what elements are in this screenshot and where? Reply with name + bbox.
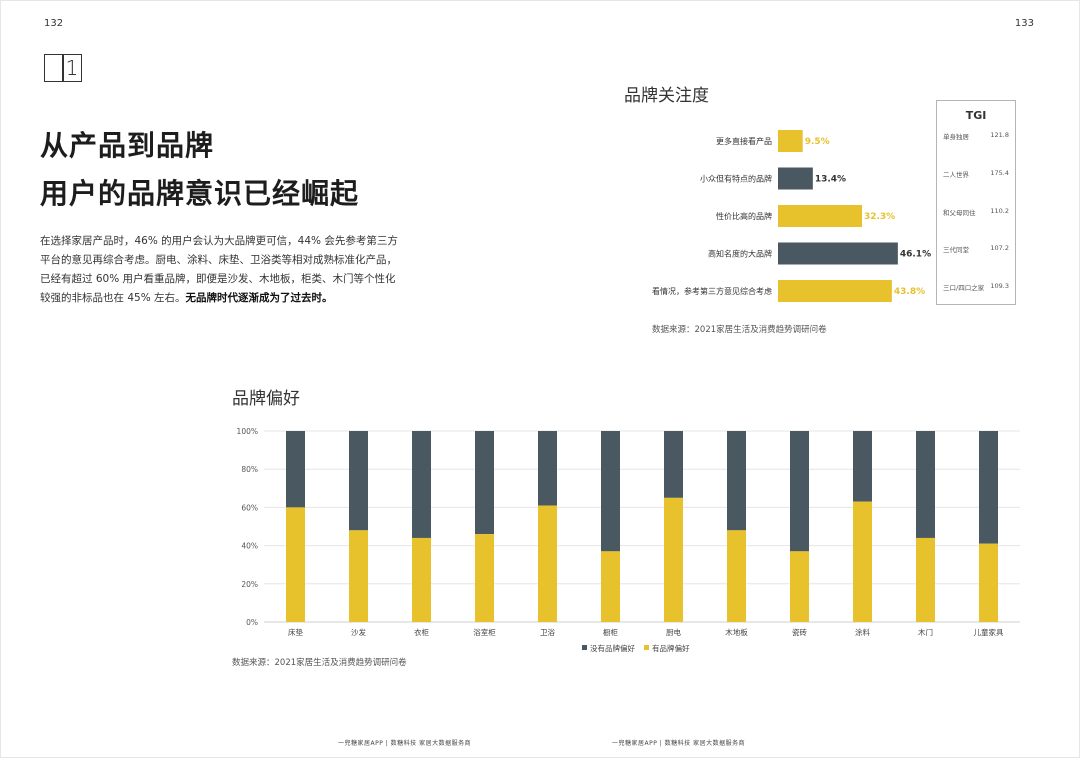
preference-legend-swatch [582, 645, 587, 650]
preference-chart: 0% 20% 40% 60% 80% 100% 床垫 沙发 衣柜 浴室柜 卫浴 橱柜 厨电 木地板 瓷砖 涂料… [237, 427, 1020, 653]
tgi-value: 110.2 [990, 207, 1009, 215]
preference-bar-no-brand [349, 431, 368, 531]
preference-y-tick: 20% [241, 580, 258, 589]
preference-bar-brand [979, 543, 998, 622]
section-mark-box [44, 54, 64, 82]
attention-chart: 更多直接看产品 9.5% 小众但有特点的品牌 13.4% 性价比高的品牌 32.3% 高知名… [652, 130, 931, 302]
preference-bar-no-brand [412, 431, 431, 538]
preference-category-label: 橱柜 [603, 627, 618, 637]
attention-category-label: 看情况，参考第三方意见综合考虑 [652, 286, 772, 296]
tgi-panel: TGI 单身独居 121.8 二人世界 175.4 和父母同住 110.2 三代同堂 1… [936, 100, 1016, 305]
preference-y-tick: 40% [241, 542, 258, 551]
attention-bar [778, 130, 803, 152]
preference-bar-brand [349, 530, 368, 622]
footer-right: 一兜糖家居APP | 数糖科技 家居大数据服务商 [612, 740, 746, 747]
preference-category-label: 床垫 [288, 627, 303, 637]
headline-line-1: 从产品到品牌 [40, 129, 215, 162]
tgi-row: 三代同堂 107.2 [943, 244, 1009, 254]
preference-bar-brand [601, 551, 620, 622]
headline-line-2: 用户的品牌意识已经崛起 [40, 177, 360, 210]
preference-bar-no-brand [790, 431, 809, 552]
preference-bar-brand [475, 534, 494, 622]
attention-bar [778, 242, 898, 265]
tgi-value: 107.2 [990, 244, 1009, 252]
tgi-row: 单身独居 121.8 [943, 131, 1009, 141]
attention-category-label: 更多直接看产品 [716, 136, 772, 146]
preference-bar-brand [286, 507, 305, 622]
preference-category-label: 木门 [918, 627, 933, 637]
preference-category-label: 卫浴 [540, 627, 555, 637]
attention-bar [778, 205, 862, 227]
preference-bar-brand [790, 551, 809, 622]
preference-category-label: 木地板 [725, 627, 748, 637]
preference-bar-no-brand [475, 431, 494, 535]
preference-bar-brand [727, 530, 746, 622]
attention-category-label: 小众但有特点的品牌 [700, 174, 772, 184]
preference-bar-no-brand [916, 431, 935, 538]
preference-bar-no-brand [601, 431, 620, 552]
page-number-left: 132 [44, 18, 64, 29]
intro-paragraph: 在选择家居产品时，46% 的用户会认为大品牌更可信，44% 会先参考第三方平台的… [40, 232, 400, 308]
attention-value-label: 9.5% [805, 137, 830, 147]
preference-bar-brand [853, 501, 872, 622]
intro-text: 在选择家居产品时，46% 的用户会认为大品牌更可信，44% 会先参考第三方平台的… [40, 235, 398, 304]
preference-bar-brand [664, 497, 683, 622]
preference-category-label: 瓷砖 [792, 627, 807, 637]
tgi-row: 三口/四口之家 109.3 [943, 282, 1009, 292]
preference-y-tick: 0% [246, 618, 258, 627]
tgi-row: 和父母同住 110.2 [943, 207, 1009, 217]
preference-y-tick: 60% [241, 503, 258, 512]
tgi-heading: TGI [965, 109, 987, 122]
attention-chart-title: 品牌关注度 [624, 86, 709, 106]
preference-chart-title: 品牌偏好 [232, 389, 300, 409]
preference-bar-brand [916, 537, 935, 622]
preference-bar-brand [538, 505, 557, 622]
preference-chart-source: 数据来源：2021家居生活及消费趋势调研问卷 [232, 658, 407, 668]
tgi-label: 单身独居 [943, 133, 969, 141]
attention-value-label: 32.3% [864, 212, 895, 222]
tgi-value: 121.8 [990, 131, 1009, 139]
preference-bar-no-brand [664, 431, 683, 498]
tgi-label: 和父母同住 [943, 209, 976, 217]
tgi-label: 三代同堂 [943, 246, 969, 254]
preference-category-label: 厨电 [666, 627, 681, 637]
preference-bar-no-brand [286, 431, 305, 508]
section-mark: 1 [44, 54, 82, 84]
preference-category-label: 衣柜 [414, 627, 429, 637]
tgi-value: 175.4 [990, 169, 1009, 177]
preference-bar-brand [412, 537, 431, 622]
tgi-label: 三口/四口之家 [943, 284, 985, 292]
attention-bar [778, 280, 892, 302]
preference-bar-no-brand [727, 431, 746, 531]
preference-bar-no-brand [853, 431, 872, 502]
tgi-value: 109.3 [990, 282, 1009, 290]
preference-bar-no-brand [979, 431, 998, 544]
attention-category-label: 高知名度的大品牌 [708, 249, 772, 259]
preference-legend-label: 有品牌偏好 [652, 643, 690, 653]
tgi-label: 二人世界 [943, 171, 969, 179]
preference-category-label: 涂料 [855, 627, 870, 637]
preference-category-label: 浴室柜 [473, 627, 496, 637]
preference-bar-no-brand [538, 431, 557, 506]
preference-legend-label: 没有品牌偏好 [590, 643, 635, 653]
preference-y-tick: 80% [241, 465, 258, 474]
attention-value-label: 43.8% [894, 287, 925, 297]
footer-left: 一兜糖家居APP | 数糖科技 家居大数据服务商 [338, 740, 472, 747]
preference-y-tick: 100% [237, 427, 258, 436]
attention-bar [778, 167, 813, 190]
tgi-row: 二人世界 175.4 [943, 169, 1009, 179]
preference-category-label: 儿童家具 [974, 627, 1004, 637]
preference-category-label: 沙发 [351, 627, 366, 637]
intro-bold: 无品牌时代逐渐成为了过去时。 [185, 292, 333, 304]
preference-legend-swatch [644, 645, 649, 650]
attention-chart-source: 数据来源：2021家居生活及消费趋势调研问卷 [652, 325, 827, 335]
page-number-right: 133 [1014, 18, 1034, 29]
section-number: 1 [62, 54, 82, 82]
attention-value-label: 13.4% [815, 175, 846, 185]
attention-category-label: 性价比高的品牌 [716, 211, 772, 221]
attention-value-label: 46.1% [900, 250, 931, 260]
